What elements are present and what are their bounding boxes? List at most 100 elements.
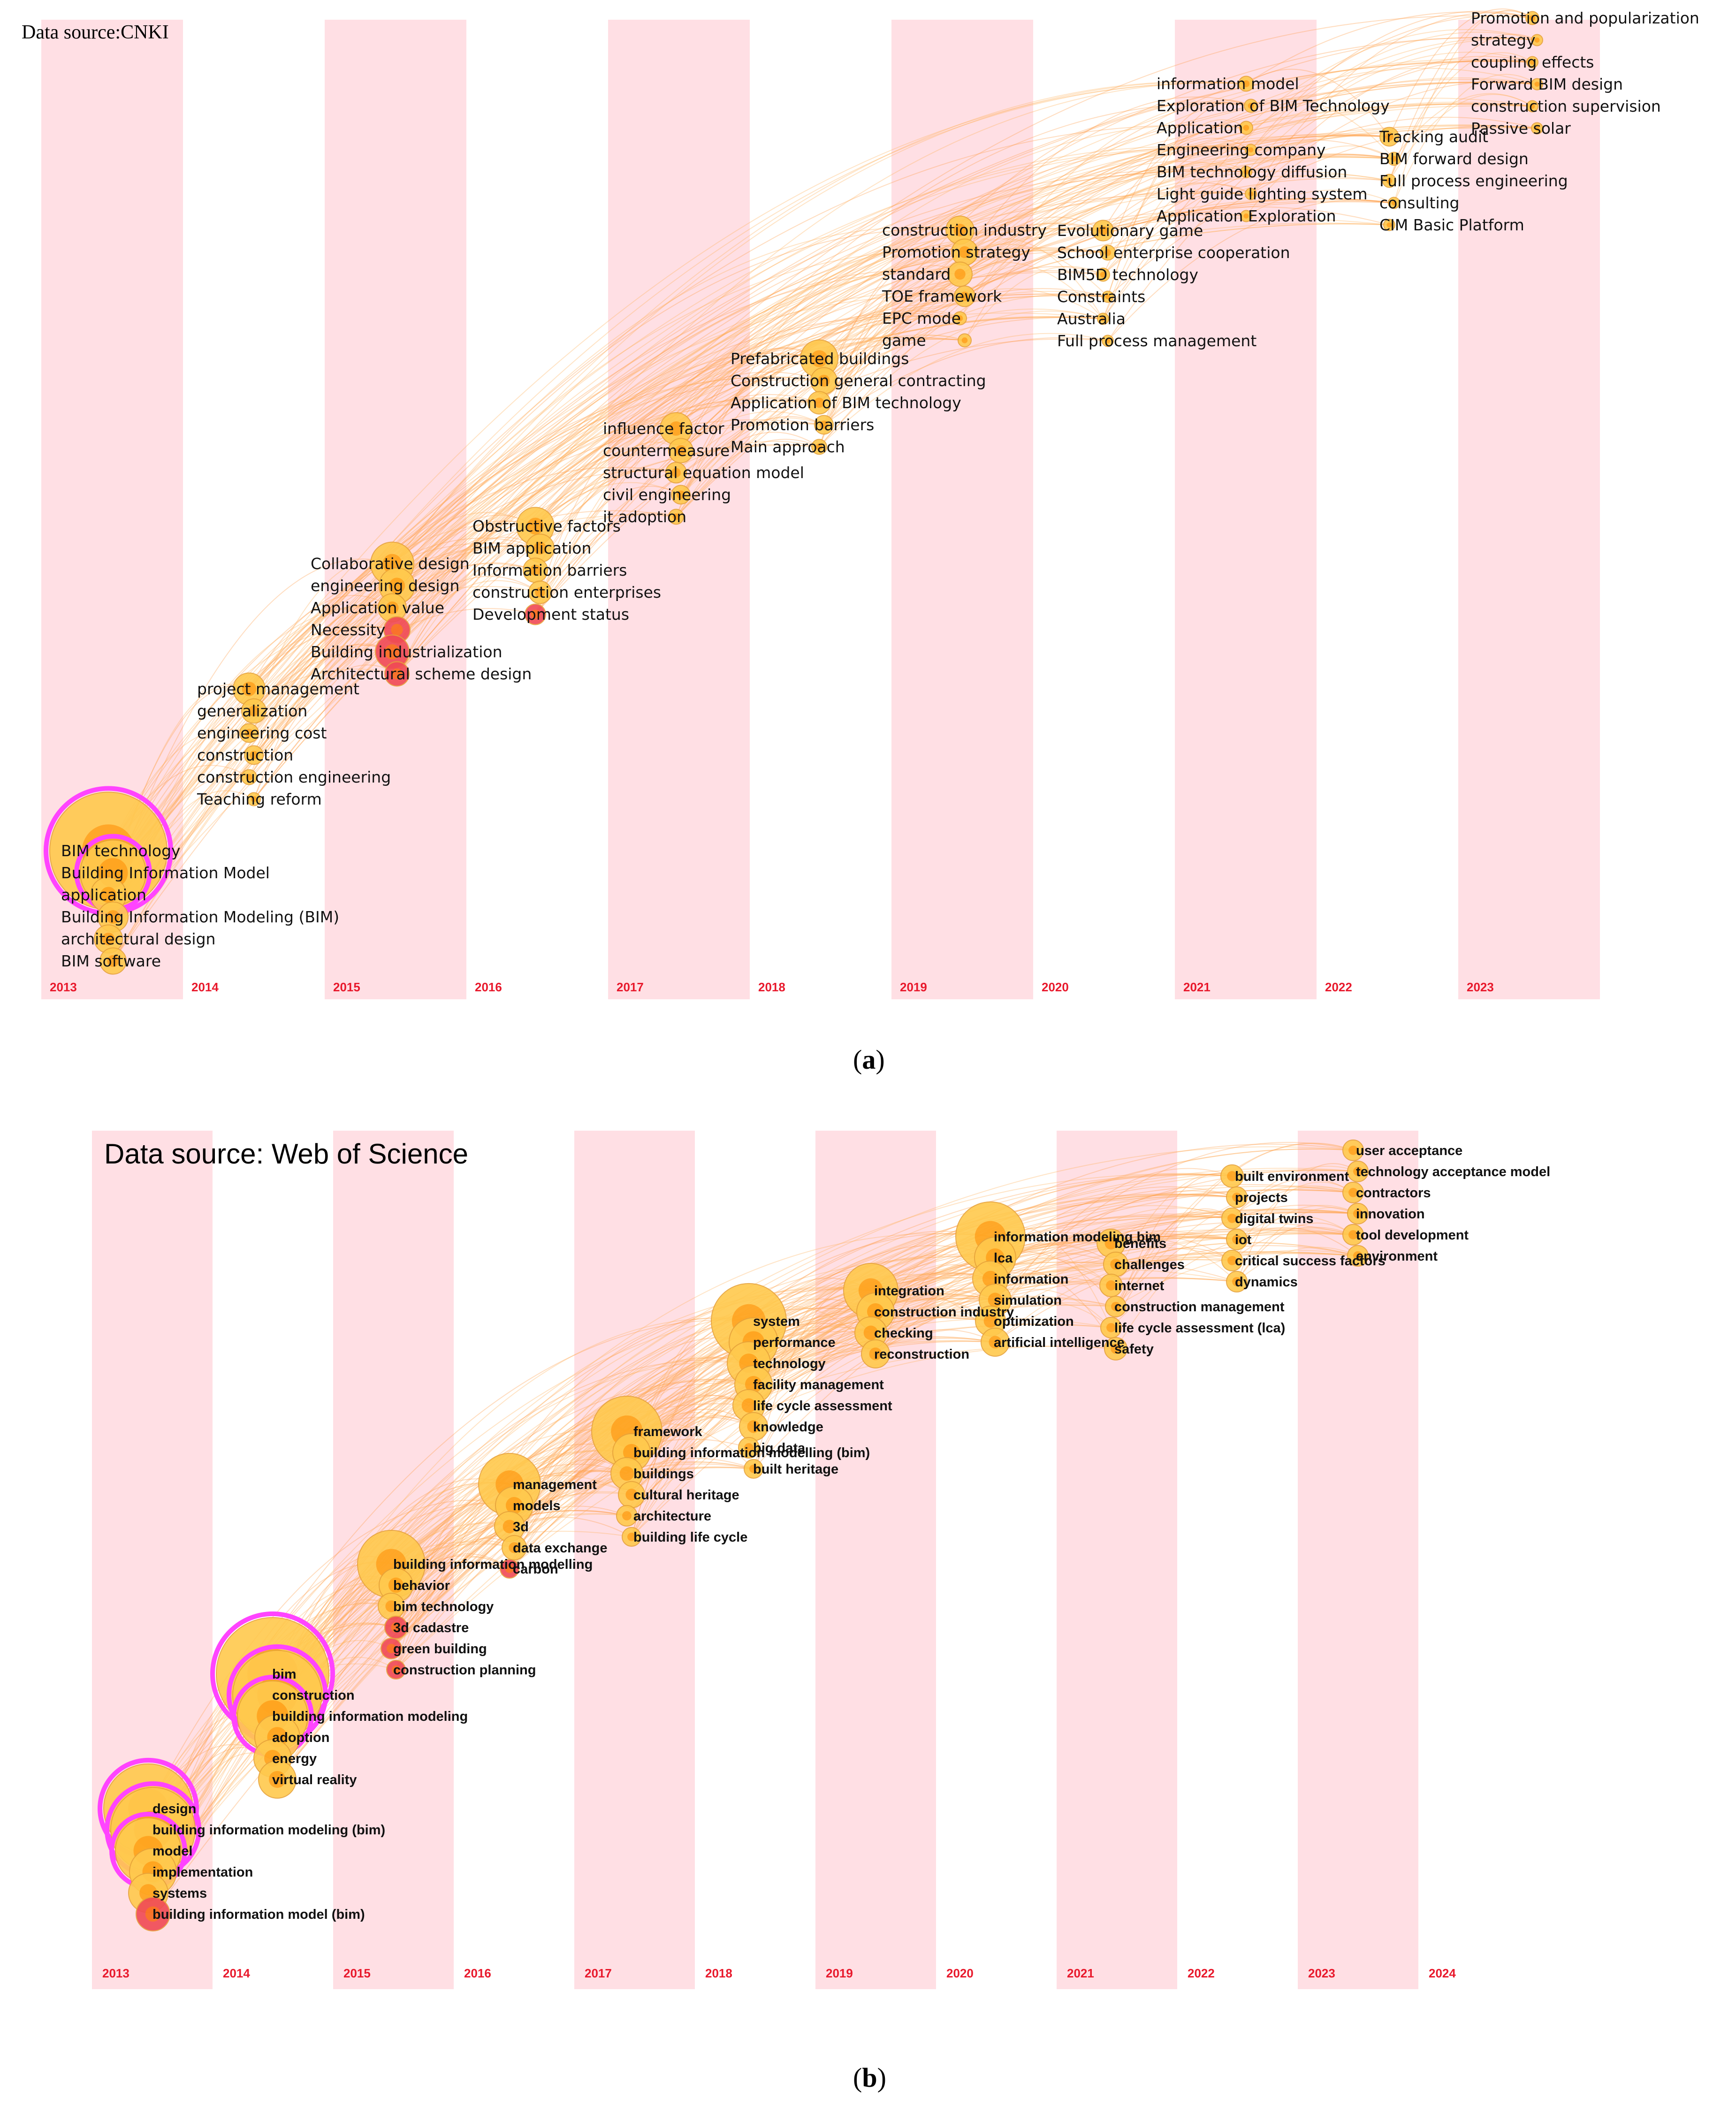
label-full-process-management: Full process management [1057,332,1256,350]
link-technology-contractors [748,1184,1354,1364]
link-application-of-bim-technology-tracking-audit [819,133,1390,403]
label-model: model [152,1844,192,1859]
link-bim-application-structural-equation-model [540,468,677,549]
year-band-2015 [325,20,466,999]
link-artificial-intelligence-environment [995,1245,1358,1343]
link-project-management-it-adoption [249,514,677,690]
label-built-environment: built environment [1235,1169,1349,1184]
label-full-process-engineering: Full process engineering [1379,172,1568,190]
node-internet-core [1106,1280,1116,1291]
link-civil-engineering-constraints [680,291,1108,495]
link-bim-technology [272,1361,749,1674]
node-tracking-audit-core [1385,132,1393,141]
link-standard-full-process-engineering [959,171,1390,275]
link-construction-planning-system [396,1317,749,1670]
link-systems-built-heritage [148,1467,754,1893]
label-critical-success-factors: critical success factors [1235,1254,1386,1269]
label-cultural-heritage: cultural heritage [633,1488,739,1503]
link-full-process-engineering-promotion-and-popularization [1389,10,1533,181]
link-collaborative-design-construction-industry [392,228,960,564]
label-data-exchange: data exchange [513,1541,607,1556]
link-construction-industry-contractors [875,1189,1354,1312]
link-bim-application-coupling-effects [540,60,1533,549]
label-integration: integration [874,1284,944,1299]
link-construction-general-contracting-promotion-strategy [823,249,965,381]
node-contractors-core [1348,1187,1358,1197]
year-label-2022: 2022 [1325,980,1352,994]
label-construction: construction [197,746,293,764]
link-building-information-modeling-bim-models [152,1503,515,1830]
node-building-information-modeling-bim-core [106,910,120,924]
label-tool-development: tool development [1356,1228,1469,1243]
node-construction-industry-core [867,1303,884,1320]
link-digital-twins-contractors [1232,1178,1354,1219]
link-application-passive-solar [108,127,1538,896]
link-reconstruction-artificial-intelligence [875,1329,996,1354]
link-3d-technology [509,1356,749,1527]
label-3d-cadastre: 3d cadastre [393,1620,469,1635]
link-prefabricated-buildings-forward-bim-design [819,82,1538,359]
node-construction-enterprises-core [535,587,545,598]
label-systems: systems [152,1886,207,1901]
label-architectural-scheme-design: Architectural scheme design [311,665,532,683]
node-evolutionary-game-core [1098,226,1108,236]
link-application-exploration-consulting [1246,190,1394,217]
year-label-2013: 2013 [102,1966,129,1980]
link-built-heritage-reconstruction [753,1350,876,1469]
link-generalization-building-industrialization [253,644,393,712]
link-building-information-model-construction-general-contracting [113,379,824,874]
link-engineering-company-bim-forward-design [1250,139,1394,160]
node-buildings-core [619,1466,634,1481]
label-checking: checking [874,1326,933,1341]
link-bim-technology-bim-application [108,542,541,851]
label-forward-bim-design: Forward BIM design [1471,75,1623,93]
link-internet-critical-success-factors [1111,1247,1233,1286]
label-engineering-company: Engineering company [1157,141,1326,159]
link-cultural-heritage-projects [631,1194,1237,1495]
link-application-of-bim-technology-forward-bim-design [819,79,1538,403]
link-engineering-design-bim-forward-design [396,155,1394,586]
link-3d-building-life-cycle [509,1516,632,1537]
link-light-guide-lighting-system-forward-bim-design [1250,81,1538,195]
link-collaborative-design-constraints [392,294,1108,564]
link-evolutionary-game-cim-basic-platform [1103,206,1390,231]
link-iot-tool-development [1236,1216,1354,1240]
node-engineering-design-core [388,578,405,594]
link-3d-cadastre-technology [396,1358,749,1628]
node-information-model-core [1242,80,1250,87]
link-it-adoption-tracking-audit [676,135,1390,517]
node-application-core [1243,125,1249,131]
label-architecture: architecture [633,1509,711,1524]
link-countermeasure-prefabricated-buildings [680,347,820,451]
link-construction-application-value [253,604,393,755]
node-green-building-core [387,1643,396,1653]
link-architectural-design-application-of-bim-technology [108,400,820,939]
link-full-process-engineering-coupling-effects [1389,52,1533,181]
link-construction-general-contracting-strategy [823,37,1538,381]
label-design: design [152,1802,196,1817]
node-technology-acceptance-model-core [1353,1166,1363,1176]
node-engineering-cost-core [245,729,253,737]
link-facility-management-construction-management [753,1297,1116,1385]
link-promotion-strategy-cim-basic-platform [964,217,1390,253]
label-application-exploration: Application Exploration [1157,207,1336,225]
link-consulting-forward-bim-design [1393,74,1538,203]
node-projects-core [1232,1192,1241,1202]
co-occurrence-links [108,8,1538,962]
link-promotion-strategy-constraints [964,243,1108,297]
label-civil-engineering: civil engineering [603,486,731,504]
node-data-exchange-core [509,1542,520,1553]
node-3d-core [503,1520,517,1534]
link-engineering-company-promotion-and-popularization [1250,10,1533,151]
label-teaching-reform: Teaching reform [197,790,322,808]
link-iot-environment [1236,1227,1358,1256]
link-light-guide-lighting-system-promotion-and-popularization [1250,12,1533,195]
label-bim: bim [272,1667,297,1682]
label-building-information-modelling-bim: building information modelling (bim) [633,1445,870,1460]
link-building-information-model-bim-application [113,545,541,873]
panel-a: 2013 2014 2015 2016 2017 2018 2019 2020 2021 2022… [22,8,1699,999]
link-carbon-challenges [509,1262,1116,1569]
year-label-2016: 2016 [464,1966,491,1980]
node-benefits-core [1104,1237,1118,1250]
label-bim5d-technology: BIM5D technology [1057,266,1198,284]
